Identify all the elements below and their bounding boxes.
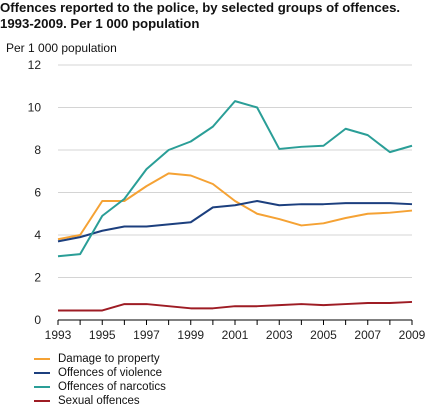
series-lines [57,100,413,312]
y-tick-label: 2 [34,271,41,285]
gridlines [58,64,412,278]
y-tick-label: 4 [34,228,41,242]
x-axis: 1993 1995 1997 1999 2001 2003 2005 2007 2009 [45,319,426,342]
x-tick-label: 1999 [177,328,204,342]
x-tick-label: 2001 [222,328,249,342]
x-tick-label: 2009 [399,328,426,342]
line-chart: 0 2 4 6 8 10 12 1993 1995 1997 1999 2001 2003 2005 20… [28,58,426,342]
legend-swatch [34,371,50,375]
legend-swatch [34,357,50,361]
legend-item: Sexual offences [34,394,166,408]
legend-item: Offences of violence [34,366,166,380]
x-tick-label: 2005 [310,328,337,342]
legend-item: Offences of narcotics [34,380,166,394]
legend-label: Offences of narcotics [58,381,166,393]
x-tick-label: 2007 [354,328,381,342]
x-tick-label: 2003 [266,328,293,342]
y-tick-label: 12 [28,58,42,72]
legend: Damage to property Offences of violence Of… [34,352,166,408]
series-line-offences-of-violence [57,200,413,243]
series-line-offences-of-narcotics [57,100,413,258]
chart-title-line1: Offences reported to the police, by sele… [0,0,401,15]
chart-title-line2: 1993-2009. Per 1 000 population [0,16,200,31]
legend-swatch [34,399,50,403]
series-line-damage-to-property [57,172,413,241]
legend-label: Damage to property [58,353,160,365]
x-tick-label: 1995 [89,328,116,342]
chart-title: Offences reported to the police, by sele… [0,0,429,32]
series-line-sexual-offences [58,300,413,312]
y-tick-label: 8 [34,143,41,157]
y-axis-label: Per 1 000 population [6,41,117,55]
y-tick-label: 6 [34,186,41,200]
x-tick-label: 1993 [45,328,72,342]
y-tick-labels: 0 2 4 6 8 10 12 [28,58,42,327]
legend-swatch [34,385,50,389]
legend-label: Sexual offences [58,395,140,407]
legend-item: Damage to property [34,352,166,366]
y-tick-label: 10 [28,101,42,115]
legend-label: Offences of violence [58,367,162,379]
y-tick-label: 0 [34,313,41,327]
x-tick-label: 1997 [133,328,160,342]
